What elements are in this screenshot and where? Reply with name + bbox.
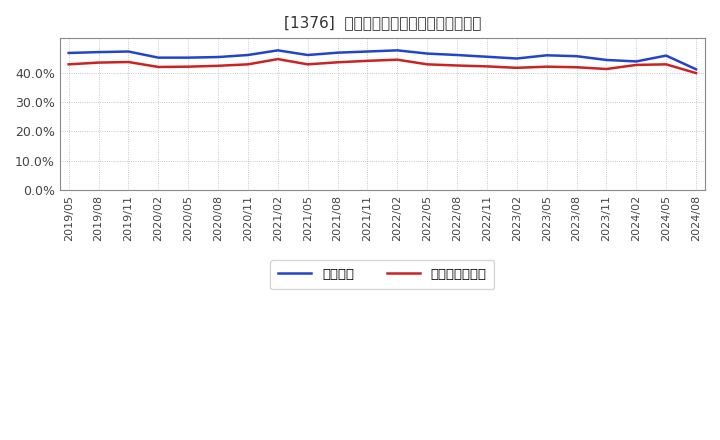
固定比率 bbox=[274, 48, 282, 53]
固定比率 bbox=[184, 55, 192, 60]
固定比率 bbox=[513, 56, 521, 61]
固定長期適合率 bbox=[303, 62, 312, 67]
固定比率 bbox=[542, 53, 551, 58]
固定長期適合率 bbox=[692, 70, 701, 76]
固定長期適合率 bbox=[184, 64, 192, 70]
固定長期適合率 bbox=[124, 59, 132, 65]
固定長期適合率 bbox=[274, 56, 282, 62]
固定長期適合率 bbox=[393, 57, 402, 62]
Legend: 固定比率, 固定長期適合率: 固定比率, 固定長期適合率 bbox=[271, 260, 495, 289]
固定比率 bbox=[303, 52, 312, 58]
固定比率 bbox=[453, 52, 462, 58]
Line: 固定長期適合率: 固定長期適合率 bbox=[68, 59, 696, 73]
固定比率 bbox=[64, 50, 73, 55]
固定比率 bbox=[214, 55, 222, 60]
固定比率 bbox=[423, 51, 431, 56]
固定長期適合率 bbox=[482, 64, 491, 69]
固定比率 bbox=[482, 54, 491, 59]
固定長期適合率 bbox=[572, 65, 581, 70]
固定比率 bbox=[94, 49, 103, 55]
固定比率 bbox=[243, 52, 252, 58]
固定比率 bbox=[572, 54, 581, 59]
固定比率 bbox=[333, 50, 342, 55]
固定長期適合率 bbox=[94, 60, 103, 65]
固定長期適合率 bbox=[214, 63, 222, 69]
固定比率 bbox=[124, 49, 132, 54]
固定比率 bbox=[662, 53, 670, 58]
固定長期適合率 bbox=[64, 62, 73, 67]
固定比率 bbox=[692, 66, 701, 72]
固定長期適合率 bbox=[423, 62, 431, 67]
Title: [1376]  固定比率、固定長期適合率の推移: [1376] 固定比率、固定長期適合率の推移 bbox=[284, 15, 481, 30]
固定長期適合率 bbox=[243, 62, 252, 67]
固定長期適合率 bbox=[453, 63, 462, 68]
固定長期適合率 bbox=[154, 64, 163, 70]
固定比率 bbox=[602, 57, 611, 62]
固定比率 bbox=[393, 48, 402, 53]
固定長期適合率 bbox=[513, 65, 521, 70]
固定長期適合率 bbox=[542, 64, 551, 70]
固定長期適合率 bbox=[632, 62, 641, 68]
固定長期適合率 bbox=[333, 60, 342, 65]
固定比率 bbox=[154, 55, 163, 60]
固定長期適合率 bbox=[363, 58, 372, 63]
固定比率 bbox=[363, 49, 372, 54]
固定長期適合率 bbox=[662, 62, 670, 67]
固定長期適合率 bbox=[602, 66, 611, 72]
Line: 固定比率: 固定比率 bbox=[68, 50, 696, 69]
固定比率 bbox=[632, 59, 641, 64]
